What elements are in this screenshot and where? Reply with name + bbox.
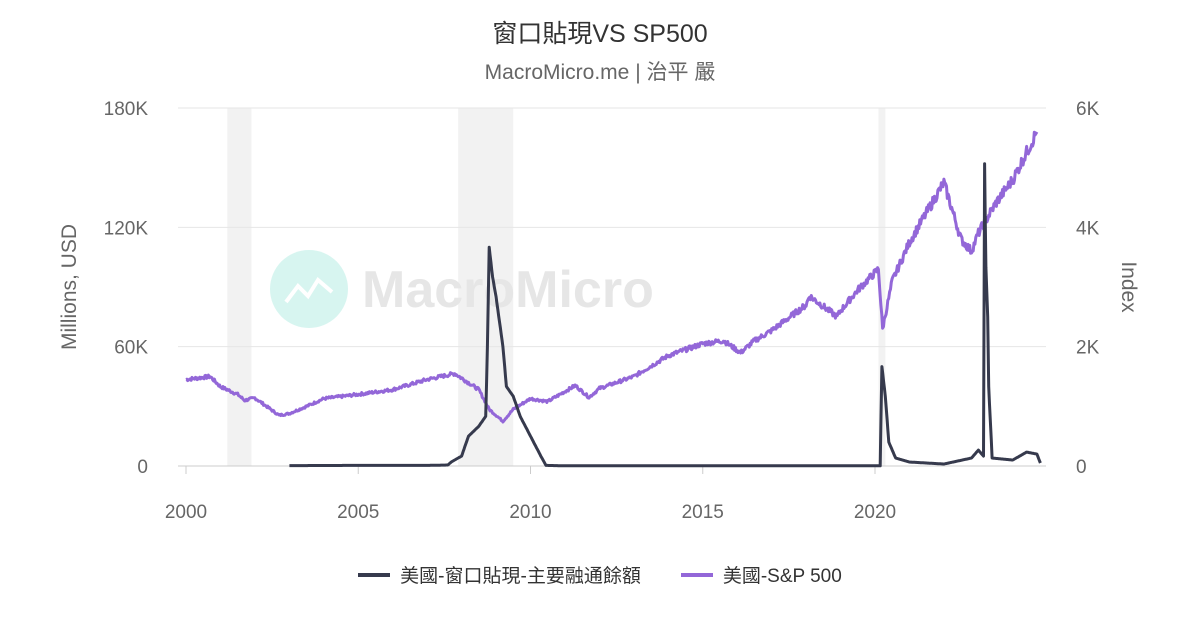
x-tick-label: 2010 (509, 502, 551, 523)
legend-item-discount-window[interactable]: 美國-窗口貼現-主要融通餘額 (358, 561, 641, 588)
chart-title: 窗口貼現VS SP500 (492, 20, 708, 48)
watermark-logo-icon (284, 276, 334, 304)
y-right-axis-label: Index (1117, 261, 1140, 313)
watermark-text: MacroMicro (362, 261, 654, 319)
y-left-tick-label: 180K (104, 99, 149, 120)
y-right-tick-label: 4K (1076, 218, 1100, 239)
legend-label: 美國-S&P 500 (722, 566, 842, 587)
y-left-tick-label: 60K (114, 338, 148, 359)
recession-band (878, 108, 886, 466)
legend-item-sp500[interactable]: 美國-S&P 500 (680, 561, 842, 588)
legend-swatch (358, 572, 391, 577)
x-tick-label: 2000 (165, 502, 207, 523)
x-tick-label: 2015 (682, 502, 724, 523)
y-left-tick-label: 0 (137, 457, 148, 478)
legend: 美國-窗口貼現-主要融通餘額 美國-S&P 500 (0, 561, 1200, 588)
y-left-tick-label: 120K (104, 218, 149, 239)
chart-subtitle: MacroMicro.me | 治平 嚴 (484, 61, 716, 84)
recession-band (227, 108, 252, 466)
legend-swatch (680, 572, 713, 577)
legend-label: 美國-窗口貼現-主要融通餘額 (400, 566, 641, 587)
x-tick-label: 2005 (337, 502, 379, 523)
series-line-discount-window (288, 162, 1042, 468)
y-left-axis-label: Millions, USD (58, 224, 81, 350)
series-line-sp500 (185, 130, 1039, 424)
y-right-tick-label: 2K (1076, 338, 1100, 359)
x-tick-label: 2020 (854, 502, 896, 523)
y-right-tick-label: 6K (1076, 99, 1100, 120)
y-right-tick-label: 0 (1076, 457, 1087, 478)
watermark-logo-icon (270, 250, 348, 328)
